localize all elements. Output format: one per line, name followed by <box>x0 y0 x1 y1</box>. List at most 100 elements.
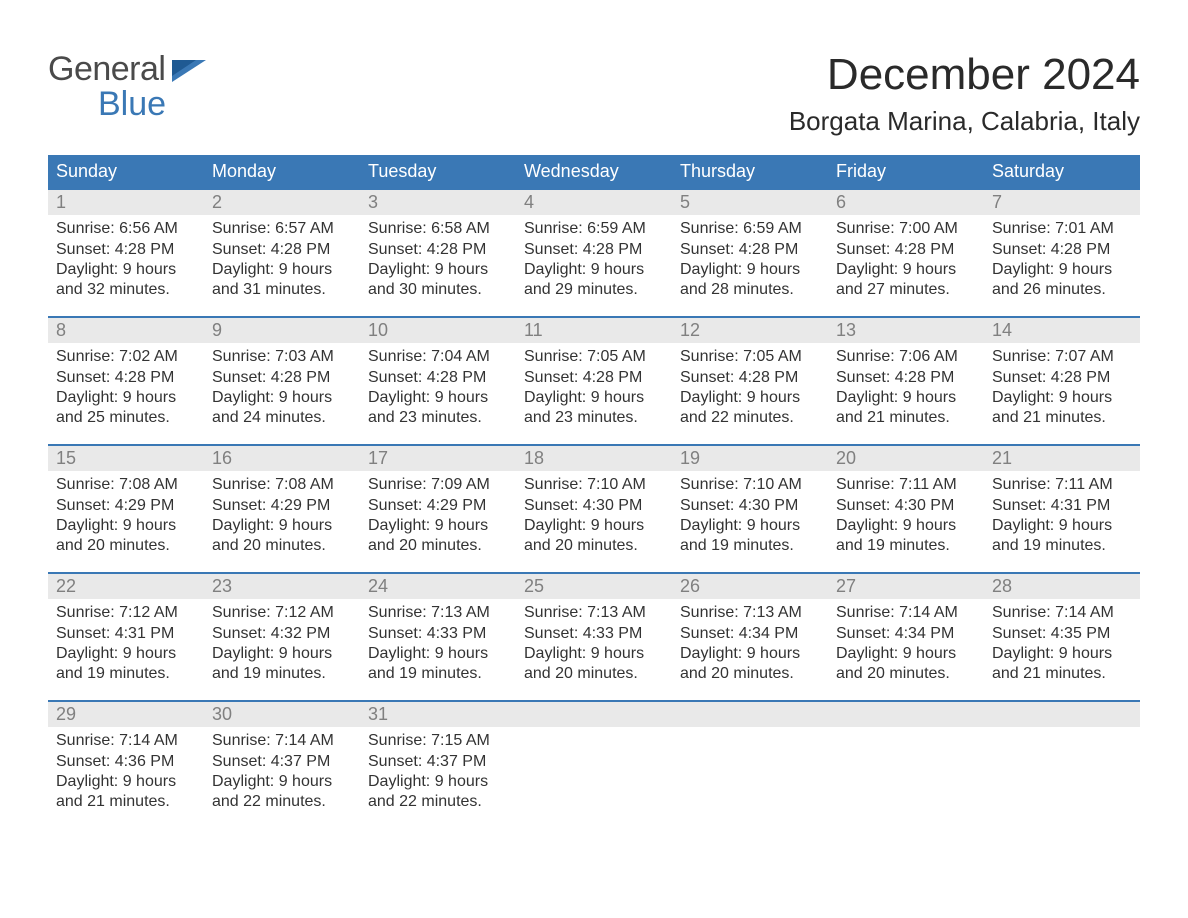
daylight-line-1-label: Daylight: <box>992 645 1059 662</box>
calendar-day: 9Sunrise: 7:03 AMSunset: 4:28 PMDaylight… <box>204 318 360 444</box>
daylight-line-1-value: 9 hours <box>1059 517 1112 534</box>
sunset-line: Sunset: 4:37 PM <box>212 752 352 772</box>
sunrise-line-label: Sunrise: <box>992 220 1055 237</box>
sunset-line: Sunset: 4:28 PM <box>212 368 352 388</box>
sunset-line: Sunset: 4:31 PM <box>56 624 196 644</box>
calendar-page: General Blue December 2024 Borgata Marin… <box>0 0 1188 858</box>
sunrise-line: Sunrise: 7:13 AM <box>680 603 820 623</box>
sunset-line-label: Sunset: <box>56 369 115 386</box>
daylight-line-2: and 23 minutes. <box>524 408 664 428</box>
sunrise-line: Sunrise: 7:14 AM <box>836 603 976 623</box>
daylight-line-1: Daylight: 9 hours <box>836 388 976 408</box>
sunrise-line: Sunrise: 7:06 AM <box>836 347 976 367</box>
daylight-line-1-value: 9 hours <box>435 645 488 662</box>
daylight-line-1-value: 9 hours <box>591 261 644 278</box>
day-of-week-label: Friday <box>828 155 984 188</box>
sunrise-line-label: Sunrise: <box>56 604 119 621</box>
day-number: 1 <box>48 190 204 215</box>
sunset-line: Sunset: 4:34 PM <box>680 624 820 644</box>
page-title: December 2024 <box>789 50 1140 100</box>
calendar-day: 6Sunrise: 7:00 AMSunset: 4:28 PMDaylight… <box>828 190 984 316</box>
calendar-day: 18Sunrise: 7:10 AMSunset: 4:30 PMDayligh… <box>516 446 672 572</box>
sunrise-line-label: Sunrise: <box>56 732 119 749</box>
sunset-line-label: Sunset: <box>368 497 427 514</box>
daylight-line-1: Daylight: 9 hours <box>680 644 820 664</box>
daylight-line-1: Daylight: 9 hours <box>368 260 508 280</box>
day-number <box>672 702 828 727</box>
daylight-line-1-value: 9 hours <box>435 261 488 278</box>
day-number: 28 <box>984 574 1140 599</box>
daylight-line-2: and 19 minutes. <box>992 536 1132 556</box>
sunrise-line: Sunrise: 7:14 AM <box>56 731 196 751</box>
daylight-line-2: and 20 minutes. <box>368 536 508 556</box>
day-number: 8 <box>48 318 204 343</box>
sunrise-line-value: 7:14 AM <box>1055 604 1114 621</box>
sunset-line-label: Sunset: <box>212 625 271 642</box>
calendar-day: 17Sunrise: 7:09 AMSunset: 4:29 PMDayligh… <box>360 446 516 572</box>
daylight-line-1: Daylight: 9 hours <box>56 772 196 792</box>
day-number: 13 <box>828 318 984 343</box>
daylight-line-1-label: Daylight: <box>524 645 591 662</box>
sunset-line-value: 4:32 PM <box>271 625 331 642</box>
sunrise-line-value: 7:13 AM <box>587 604 646 621</box>
sunset-line-label: Sunset: <box>368 625 427 642</box>
sunrise-line-label: Sunrise: <box>992 348 1055 365</box>
sunset-line: Sunset: 4:34 PM <box>836 624 976 644</box>
daylight-line-1-label: Daylight: <box>56 389 123 406</box>
daylight-line-1-value: 9 hours <box>1059 261 1112 278</box>
daylight-line-1: Daylight: 9 hours <box>368 644 508 664</box>
sunset-line: Sunset: 4:33 PM <box>524 624 664 644</box>
daylight-line-1-value: 9 hours <box>123 645 176 662</box>
sunset-line-value: 4:28 PM <box>739 369 799 386</box>
day-number: 31 <box>360 702 516 727</box>
daylight-line-1: Daylight: 9 hours <box>212 772 352 792</box>
sunrise-line-value: 7:04 AM <box>431 348 490 365</box>
sunset-line: Sunset: 4:28 PM <box>56 240 196 260</box>
day-number: 27 <box>828 574 984 599</box>
daylight-line-1-value: 9 hours <box>747 517 800 534</box>
daylight-line-1: Daylight: 9 hours <box>524 644 664 664</box>
sunrise-line-label: Sunrise: <box>836 604 899 621</box>
sunset-line-label: Sunset: <box>524 241 583 258</box>
brand-logo: General Blue <box>48 50 206 124</box>
daylight-line-1-value: 9 hours <box>435 389 488 406</box>
day-number: 21 <box>984 446 1140 471</box>
sunset-line-label: Sunset: <box>680 241 739 258</box>
daylight-line-2: and 22 minutes. <box>368 792 508 812</box>
day-number: 23 <box>204 574 360 599</box>
day-of-week-label: Sunday <box>48 155 204 188</box>
sunset-line-label: Sunset: <box>368 241 427 258</box>
daylight-line-2: and 24 minutes. <box>212 408 352 428</box>
sunset-line-label: Sunset: <box>992 625 1051 642</box>
daylight-line-1: Daylight: 9 hours <box>992 260 1132 280</box>
daylight-line-1: Daylight: 9 hours <box>212 644 352 664</box>
sunrise-line: Sunrise: 7:09 AM <box>368 475 508 495</box>
sunset-line: Sunset: 4:28 PM <box>368 368 508 388</box>
sunset-line-value: 4:28 PM <box>271 369 331 386</box>
daylight-line-1: Daylight: 9 hours <box>368 516 508 536</box>
calendar-day: 27Sunrise: 7:14 AMSunset: 4:34 PMDayligh… <box>828 574 984 700</box>
calendar-day: 12Sunrise: 7:05 AMSunset: 4:28 PMDayligh… <box>672 318 828 444</box>
day-number: 15 <box>48 446 204 471</box>
sunset-line-label: Sunset: <box>56 753 115 770</box>
sunrise-line-label: Sunrise: <box>368 348 431 365</box>
calendar-day: 30Sunrise: 7:14 AMSunset: 4:37 PMDayligh… <box>204 702 360 828</box>
calendar-day: 14Sunrise: 7:07 AMSunset: 4:28 PMDayligh… <box>984 318 1140 444</box>
sunrise-line: Sunrise: 7:08 AM <box>212 475 352 495</box>
sunrise-line: Sunrise: 7:03 AM <box>212 347 352 367</box>
sunset-line-label: Sunset: <box>992 497 1051 514</box>
calendar-day: 20Sunrise: 7:11 AMSunset: 4:30 PMDayligh… <box>828 446 984 572</box>
sunset-line: Sunset: 4:35 PM <box>992 624 1132 644</box>
calendar-day: 2Sunrise: 6:57 AMSunset: 4:28 PMDaylight… <box>204 190 360 316</box>
daylight-line-1-label: Daylight: <box>368 261 435 278</box>
sunset-line-label: Sunset: <box>992 369 1051 386</box>
day-of-week-label: Monday <box>204 155 360 188</box>
day-number: 5 <box>672 190 828 215</box>
calendar-day: 1Sunrise: 6:56 AMSunset: 4:28 PMDaylight… <box>48 190 204 316</box>
daylight-line-1-value: 9 hours <box>903 261 956 278</box>
sunrise-line-label: Sunrise: <box>524 348 587 365</box>
sunset-line: Sunset: 4:28 PM <box>56 368 196 388</box>
sunset-line-value: 4:28 PM <box>1051 369 1111 386</box>
sunset-line-label: Sunset: <box>56 241 115 258</box>
daylight-line-2: and 20 minutes. <box>836 664 976 684</box>
